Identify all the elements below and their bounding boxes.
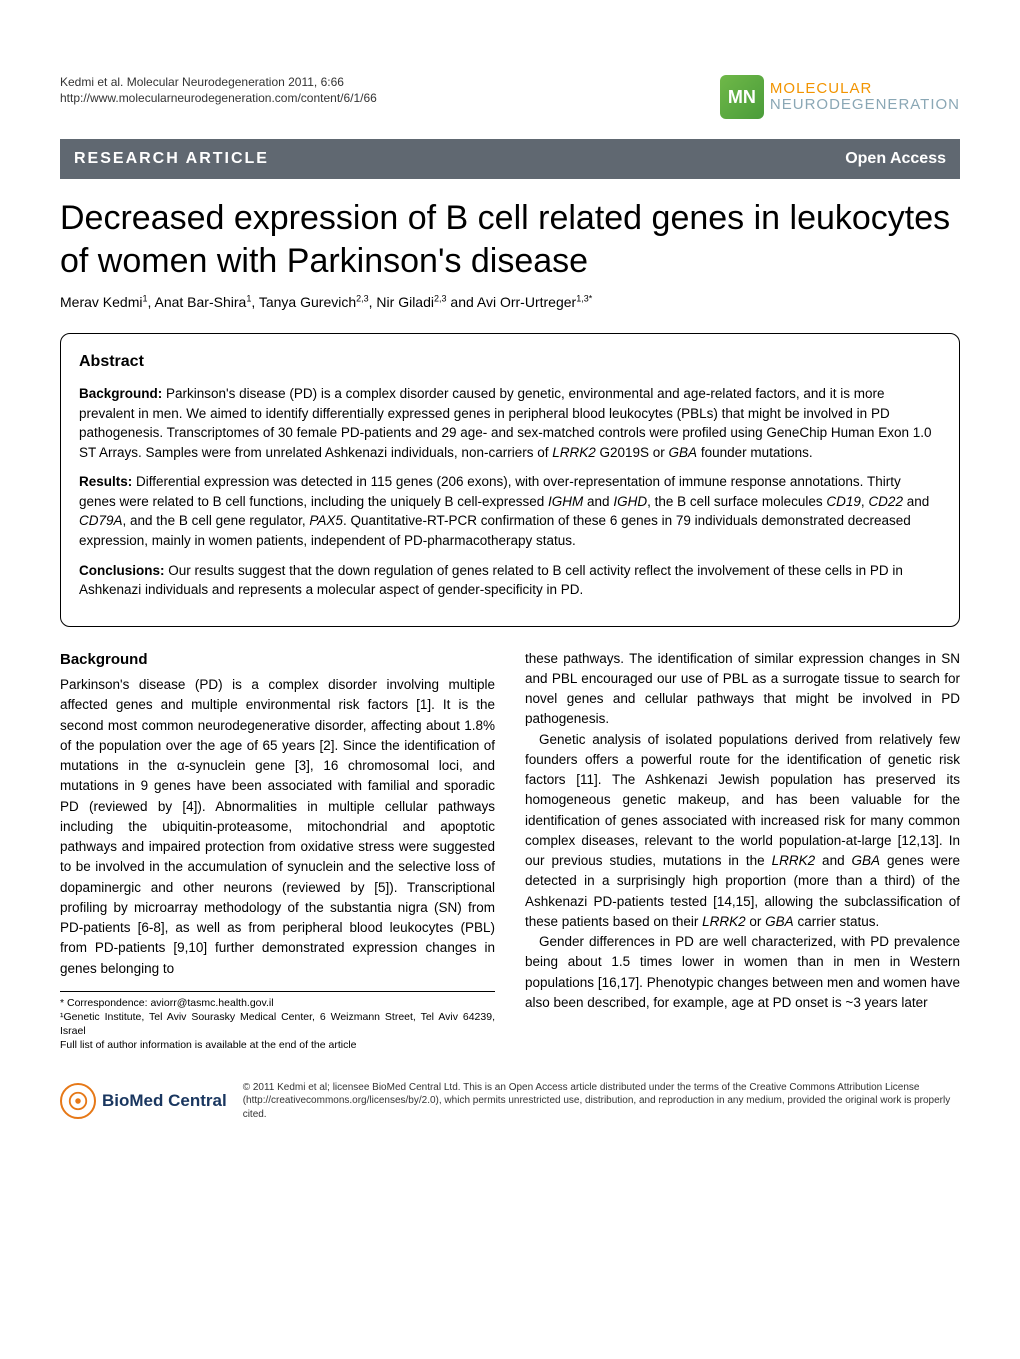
abstract-background-label: Background: [79, 386, 162, 401]
right-column: these pathways. The identification of si… [525, 649, 960, 1053]
journal-logo-top: MOLECULAR [770, 81, 960, 98]
body-right-p1: these pathways. The identification of si… [525, 649, 960, 730]
abstract-conclusions-text: Our results suggest that the down regula… [79, 563, 903, 598]
abstract-box: Abstract Background: Parkinson's disease… [60, 333, 960, 627]
journal-logo-bottom: NEURODEGENERATION [770, 97, 960, 114]
page-footer: BioMed Central © 2011 Kedmi et al; licen… [60, 1073, 960, 1122]
abstract-heading: Abstract [79, 350, 941, 374]
page-header: Kedmi et al. Molecular Neurodegeneration… [60, 75, 960, 119]
body-right-p2: Genetic analysis of isolated populations… [525, 730, 960, 933]
open-access-icon [67, 1090, 89, 1112]
citation-line-1: Kedmi et al. Molecular Neurodegeneration… [60, 75, 377, 91]
body-columns: Background Parkinson's disease (PD) is a… [60, 649, 960, 1053]
journal-logo-text: MOLECULAR NEURODEGENERATION [770, 81, 960, 114]
article-type: RESEARCH ARTICLE [74, 147, 269, 171]
biomed-central-logo: BioMed Central [60, 1083, 227, 1119]
license-text: © 2011 Kedmi et al; licensee BioMed Cent… [243, 1081, 960, 1122]
affiliation: ¹Genetic Institute, Tel Aviv Sourasky Me… [60, 1010, 495, 1038]
open-access-label: Open Access [845, 147, 946, 171]
abstract-conclusions-label: Conclusions: [79, 563, 165, 578]
article-title: Decreased expression of B cell related g… [60, 197, 960, 282]
full-author-info: Full list of author information is avail… [60, 1038, 495, 1052]
left-column: Background Parkinson's disease (PD) is a… [60, 649, 495, 1053]
journal-logo-icon: MN [720, 75, 764, 119]
authors: Merav Kedmi1, Anat Bar-Shira1, Tanya Gur… [60, 292, 960, 313]
journal-logo-initials: MN [728, 84, 756, 111]
bmc-central: Central [163, 1091, 226, 1110]
bmc-bio: BioMed [102, 1091, 163, 1110]
body-right-p3: Gender differences in PD are well charac… [525, 932, 960, 1013]
abstract-results-text: Differential expression was detected in … [79, 474, 929, 548]
bmc-icon [60, 1083, 96, 1119]
footnotes: * Correspondence: aviorr@tasmc.health.go… [60, 991, 495, 1053]
citation-url: http://www.molecularneurodegeneration.co… [60, 91, 377, 107]
citation: Kedmi et al. Molecular Neurodegeneration… [60, 75, 377, 106]
abstract-background: Background: Parkinson's disease (PD) is … [79, 384, 941, 462]
abstract-conclusions: Conclusions: Our results suggest that th… [79, 561, 941, 600]
abstract-results: Results: Differential expression was det… [79, 472, 941, 550]
bmc-text: BioMed Central [102, 1088, 227, 1114]
correspondence: * Correspondence: aviorr@tasmc.health.go… [60, 996, 495, 1010]
article-type-banner: RESEARCH ARTICLE Open Access [60, 139, 960, 179]
abstract-results-label: Results: [79, 474, 132, 489]
body-left-p1: Parkinson's disease (PD) is a complex di… [60, 675, 495, 979]
abstract-background-text: Parkinson's disease (PD) is a complex di… [79, 386, 931, 460]
journal-logo: MN MOLECULAR NEURODEGENERATION [720, 75, 960, 119]
background-heading: Background [60, 649, 495, 672]
